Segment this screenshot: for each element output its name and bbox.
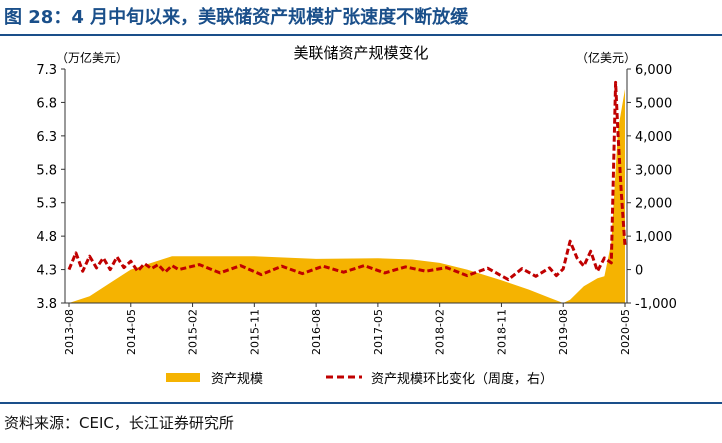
source-rule: [0, 402, 722, 404]
x-tick-label: 2019-08: [557, 309, 570, 355]
right-tick-label: 1,000: [635, 230, 672, 245]
right-tick-label: 3,000: [635, 163, 672, 178]
left-tick-label: 6.3: [36, 130, 57, 145]
left-tick-label: 7.3: [36, 63, 57, 78]
weekly-change-line-layer: [67, 80, 627, 282]
legend-swatch-area: [166, 373, 200, 382]
left-tick-label: 5.3: [36, 197, 57, 212]
legend: 资产规模 资产规模环比变化（周度，右）: [166, 371, 553, 387]
chart-title: 美联储资产规模变化: [293, 44, 428, 62]
x-tick-label: 2018-11: [495, 309, 508, 355]
weekly-change-line: [67, 80, 627, 282]
left-tick-label: 3.8: [36, 297, 57, 312]
x-tick-label: 2013-08: [63, 309, 76, 355]
right-tick-label: 4,000: [635, 130, 672, 145]
x-tick-label: 2018-02: [434, 309, 447, 355]
asset-area-layer: [69, 89, 625, 303]
left-tick-label: 4.8: [36, 230, 57, 245]
left-axis-unit: （万亿美元）: [56, 50, 128, 65]
left-tick-label: 5.8: [36, 163, 57, 178]
x-tick-label: 2016-08: [310, 309, 323, 355]
legend-label-area: 资产规模: [211, 372, 263, 387]
x-axis-ticks: 2013-08 2014-05 2015-02 2015-11 2016-08 2017-…: [63, 303, 632, 355]
right-tick-label: 0: [635, 264, 643, 279]
right-axis-unit: （亿美元）: [576, 50, 636, 65]
left-tick-label: 4.3: [36, 264, 57, 279]
asset-area: [69, 89, 625, 303]
right-tick-label: 5,000: [635, 96, 672, 111]
x-tick-label: 2015-02: [187, 309, 200, 355]
title-rule: [0, 34, 722, 36]
x-tick-label: 2017-05: [372, 309, 385, 355]
chart: 美联储资产规模变化 （万亿美元） （亿美元） 7.3 6.8 6.3 5.8 5.3 4.…: [36, 44, 677, 387]
source-note: 资料来源：CEIC，长江证券研究所: [4, 414, 234, 432]
x-tick-label: 2015-11: [248, 309, 261, 355]
x-tick-label: 2020-05: [619, 309, 632, 355]
right-tick-label: 6,000: [635, 63, 672, 78]
figure-title: 图 28：4 月中旬以来，美联储资产规模扩张速度不断放缓: [4, 7, 469, 28]
right-tick-label: -1,000: [635, 297, 677, 312]
left-axis-ticks: 7.3 6.8 6.3 5.8 5.3 4.8 4.3 3.8: [36, 63, 65, 312]
legend-label-line: 资产规模环比变化（周度，右）: [371, 371, 553, 387]
x-tick-label: 2014-05: [125, 309, 138, 355]
right-axis-ticks: 6,000 5,000 4,000 3,000 2,000 1,000 0 -1,000: [627, 63, 677, 312]
right-tick-label: 2,000: [635, 197, 672, 212]
left-tick-label: 6.8: [36, 96, 57, 111]
